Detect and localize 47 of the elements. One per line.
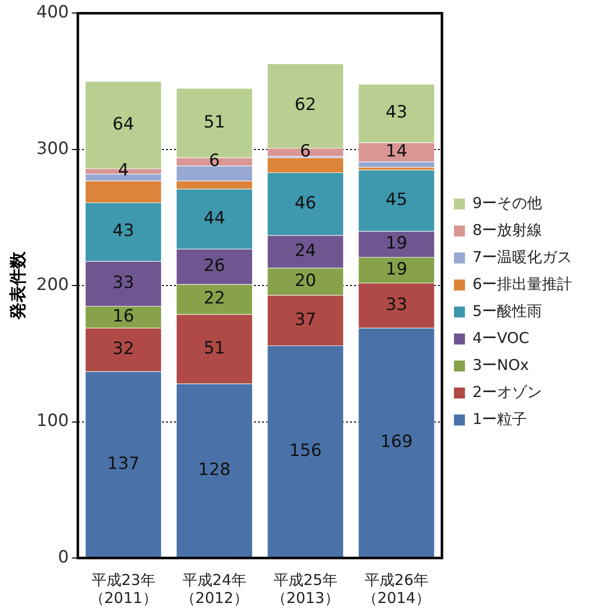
y-tick-label: 0 (58, 547, 69, 568)
data-label: 51 (204, 338, 226, 358)
legend-label: 9ーその他 (472, 194, 542, 212)
legend-label: 5ー酸性雨 (472, 302, 542, 320)
legend-label: 7ー温暖化ガス (472, 248, 572, 266)
data-label: 19 (386, 259, 408, 280)
y-tick-label: 300 (36, 138, 69, 159)
data-label: 16 (112, 306, 134, 326)
x-tick-label: 平成25年（2013） (271, 570, 340, 607)
data-label: 37 (294, 310, 316, 330)
legend-label: 4ーVOC (472, 328, 530, 347)
data-label: 33 (386, 294, 408, 315)
data-label: 6 (208, 151, 220, 172)
data-label: 156 (289, 440, 322, 461)
data-label: 128 (198, 460, 231, 480)
data-label: 44 (204, 208, 226, 228)
x-tick-label: 平成23年（2011） (89, 570, 158, 607)
data-label: 51 (204, 112, 226, 132)
data-label: 169 (380, 432, 413, 452)
data-label: 64 (112, 114, 134, 134)
data-label: 22 (204, 288, 226, 309)
y-tick-label: 200 (36, 275, 69, 296)
data-label: 43 (112, 221, 134, 242)
data-label: 19 (386, 233, 408, 254)
data-label: 43 (386, 102, 408, 123)
x-tick-label: 平成26年（2014） (362, 570, 431, 607)
data-label: 137 (107, 454, 140, 474)
data-label: 6 (300, 142, 311, 162)
data-label: 26 (204, 256, 226, 276)
y-tick-label: 400 (36, 2, 69, 23)
legend-label: 6ー排出量推計 (472, 274, 572, 293)
data-label: 14 (386, 142, 408, 162)
legend-label: 1ー粒子 (472, 410, 528, 428)
data-label: 20 (294, 270, 316, 291)
legend-label: 8ー放射線 (472, 220, 542, 239)
x-tick-label: 平成24年（2012） (180, 570, 248, 607)
data-label: 24 (294, 240, 316, 261)
data-label: 46 (294, 193, 316, 214)
data-label: 62 (294, 95, 316, 116)
data-label: 4 (118, 160, 129, 181)
data-label: 33 (112, 272, 134, 293)
data-label: 32 (112, 339, 134, 360)
y-tick-label: 100 (36, 411, 69, 432)
y-axis-title: 発表件数 (8, 250, 29, 321)
legend-label: 2ーオゾン (472, 382, 542, 401)
legend-label: 3ーNOx (472, 356, 530, 374)
data-label: 45 (386, 190, 408, 210)
